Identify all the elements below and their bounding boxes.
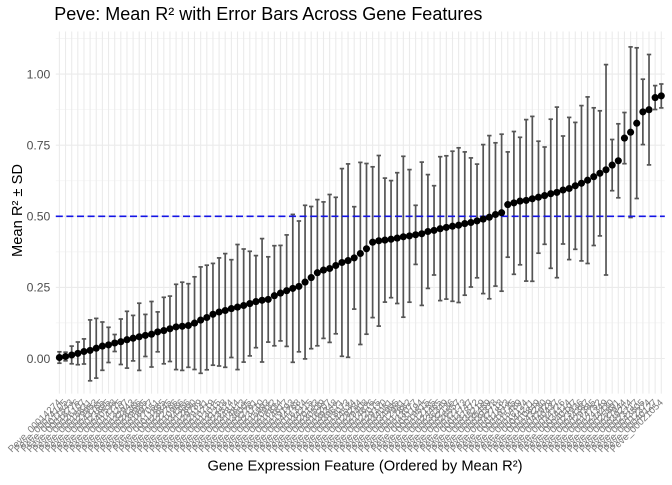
- svg-text:0.00: 0.00: [27, 352, 51, 366]
- svg-text:Peve: Mean R² with Error Bars: Peve: Mean R² with Error Bars Across Gen…: [54, 4, 482, 24]
- svg-text:0.50: 0.50: [27, 210, 51, 224]
- svg-text:Gene Expression Feature (Order: Gene Expression Feature (Ordered by Mean…: [207, 459, 522, 475]
- svg-text:Mean R² ± SD: Mean R² ± SD: [10, 164, 26, 257]
- svg-text:0.75: 0.75: [27, 139, 51, 153]
- svg-text:1.00: 1.00: [27, 67, 51, 81]
- svg-text:0.25: 0.25: [27, 281, 51, 295]
